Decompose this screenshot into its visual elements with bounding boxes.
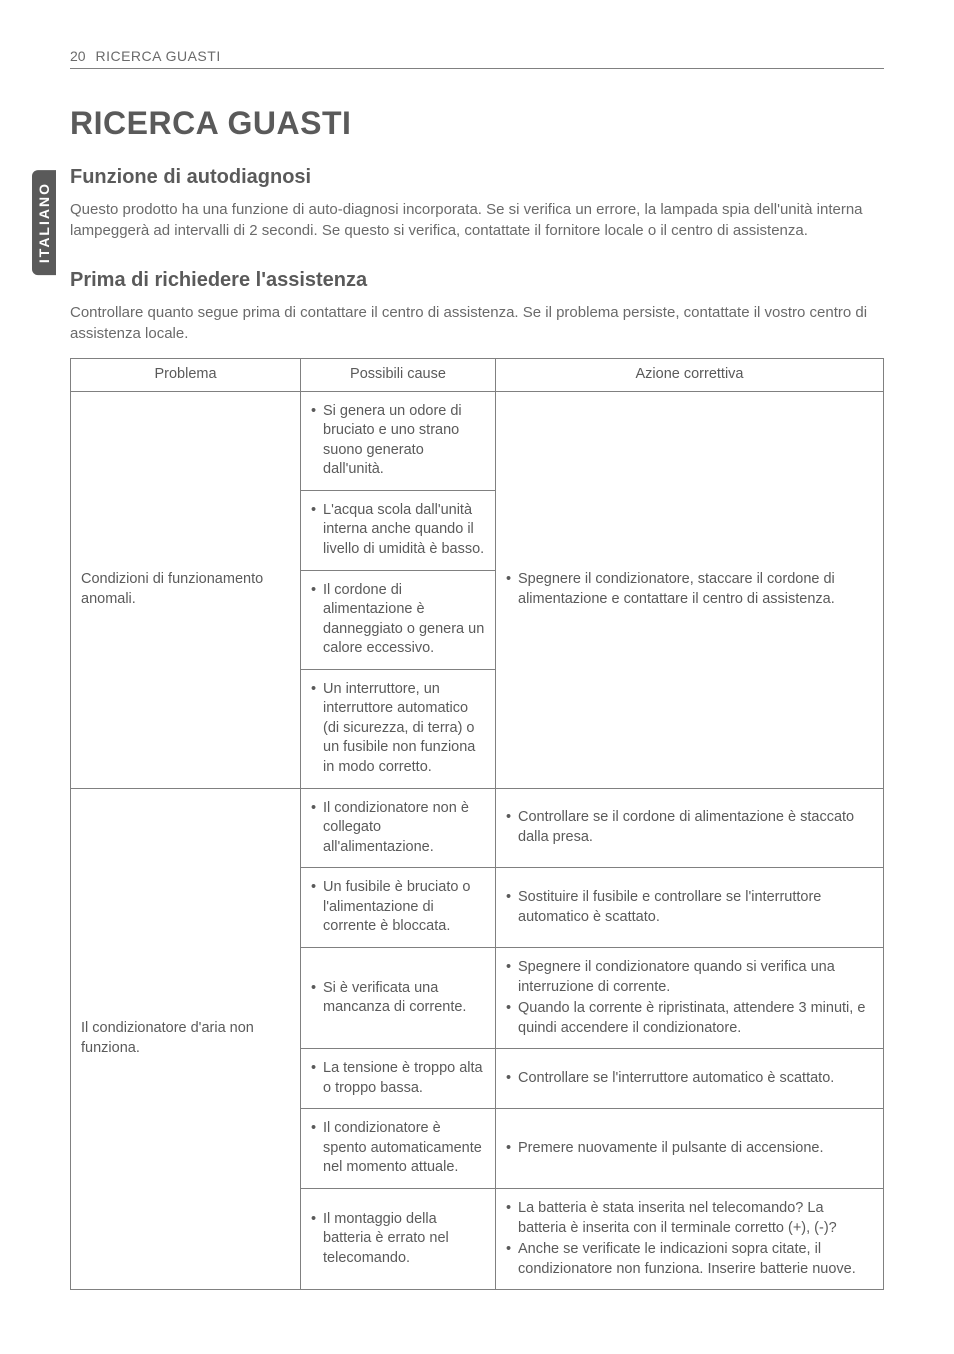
action-item: Controllare se l'interruttore automatico… [506, 1069, 873, 1089]
cause-item: Si è verificata una mancanza di corrente… [311, 979, 485, 1018]
section2-heading: Prima di richiedere l'assistenza [70, 269, 884, 292]
cause-item: L'acqua scola dall'unità interna anche q… [311, 501, 485, 560]
th-action: Azione correttiva [496, 359, 884, 392]
header-section-title: RICERCA GUASTI [95, 48, 220, 64]
action-item: Sostituire il fusibile e controllare se … [506, 888, 873, 927]
cell-action: Spegnere il condizionatore, staccare il … [496, 391, 884, 788]
cell-cause: Un fusibile è bruciato o l'alimentazione… [301, 868, 496, 948]
action-item: Quando la corrente è ripristinata, atten… [506, 999, 873, 1038]
cell-problem: Condizioni di funzionamento anomali. [71, 391, 301, 788]
cell-cause: La tensione è troppo alta o troppo bassa… [301, 1049, 496, 1109]
cell-action: Sostituire il fusibile e controllare se … [496, 868, 884, 948]
cell-cause: L'acqua scola dall'unità interna anche q… [301, 490, 496, 570]
th-problem: Problema [71, 359, 301, 392]
language-tab: ITALIANO [32, 170, 56, 275]
table-row: Condizioni di funzionamento anomali. Si … [71, 391, 884, 490]
page-number: 20 [70, 48, 86, 64]
section1-heading: Funzione di autodiagnosi [70, 166, 884, 189]
cause-item: Il montaggio della batteria è errato nel… [311, 1210, 485, 1269]
page-header: 20 RICERCA GUASTI [70, 48, 884, 69]
cause-item: Un fusibile è bruciato o l'alimentazione… [311, 878, 485, 937]
cell-action: Controllare se l'interruttore automatico… [496, 1049, 884, 1109]
action-item: Anche se verificate le indicazioni sopra… [506, 1240, 873, 1279]
section1-body: Questo prodotto ha una funzione di auto-… [70, 199, 884, 241]
action-item: La batteria è stata inserita nel telecom… [506, 1199, 873, 1238]
cell-action: La batteria è stata inserita nel telecom… [496, 1189, 884, 1290]
table-header-row: Problema Possibili cause Azione corretti… [71, 359, 884, 392]
cell-action: Controllare se il cordone di alimentazio… [496, 788, 884, 868]
cause-item: Il condizionatore non è collegato all'al… [311, 799, 485, 858]
cell-cause: Si genera un odore di bruciato e uno str… [301, 391, 496, 490]
action-item: Spegnere il condizionatore, staccare il … [506, 570, 873, 609]
cell-cause: Si è verificata una mancanza di corrente… [301, 947, 496, 1048]
action-item: Premere nuovamente il pulsante di accens… [506, 1139, 873, 1159]
action-item: Controllare se il cordone di alimentazio… [506, 808, 873, 847]
cause-item: La tensione è troppo alta o troppo bassa… [311, 1059, 485, 1098]
main-title: RICERCA GUASTI [70, 105, 884, 142]
cause-item: Si genera un odore di bruciato e uno str… [311, 402, 485, 480]
cause-item: Il condizionatore è spento automaticamen… [311, 1119, 485, 1178]
cause-item: Un interruttore, un interruttore automat… [311, 680, 485, 778]
cell-cause: Il cordone di alimentazione è danneggiat… [301, 570, 496, 669]
table-row: Il condizionatore d'aria non funziona. I… [71, 788, 884, 868]
cell-cause: Il condizionatore non è collegato all'al… [301, 788, 496, 868]
section2-body: Controllare quanto segue prima di contat… [70, 302, 884, 344]
cell-cause: Un interruttore, un interruttore automat… [301, 669, 496, 788]
troubleshoot-table: Problema Possibili cause Azione corretti… [70, 358, 884, 1290]
th-cause: Possibili cause [301, 359, 496, 392]
cell-cause: Il montaggio della batteria è errato nel… [301, 1189, 496, 1290]
cell-action: Premere nuovamente il pulsante di accens… [496, 1109, 884, 1189]
cause-item: Il cordone di alimentazione è danneggiat… [311, 581, 485, 659]
cell-cause: Il condizionatore è spento automaticamen… [301, 1109, 496, 1189]
cell-problem: Il condizionatore d'aria non funziona. [71, 788, 301, 1290]
action-item: Spegnere il condizionatore quando si ver… [506, 958, 873, 997]
cell-action: Spegnere il condizionatore quando si ver… [496, 947, 884, 1048]
